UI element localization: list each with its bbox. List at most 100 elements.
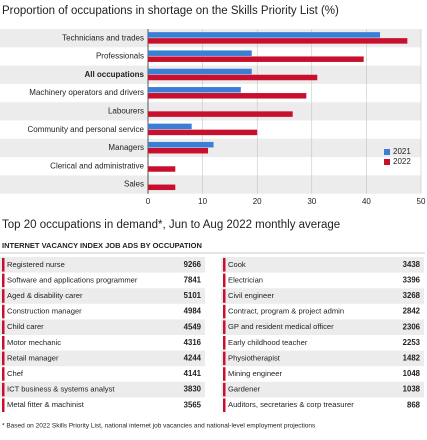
- row-marker: [223, 367, 226, 381]
- x-tick-label: 20: [253, 197, 262, 206]
- occupation: Electrician: [228, 275, 263, 284]
- occupation: Registered nurse: [7, 260, 65, 269]
- occupation: ICT business & systems analyst: [7, 385, 115, 394]
- bar: [148, 38, 408, 44]
- job-ads: 2306: [403, 322, 421, 331]
- legend-swatch: [384, 149, 390, 155]
- row-band: [0, 319, 205, 335]
- row-band: [0, 288, 205, 304]
- row-band: [221, 257, 424, 273]
- job-ads: 3830: [184, 385, 202, 394]
- legend-swatch: [384, 159, 390, 165]
- occupation: Physiotherapist: [228, 353, 281, 362]
- row-marker: [223, 351, 226, 366]
- job-ads: 4316: [184, 338, 202, 347]
- row-marker: [223, 304, 226, 319]
- row-marker: [223, 273, 226, 288]
- row-marker: [223, 289, 226, 303]
- y-tick-label: All occupations: [84, 70, 144, 79]
- occupation: Motor mechanic: [7, 338, 61, 347]
- y-tick-label: Managers: [108, 143, 144, 152]
- bar: [148, 87, 241, 93]
- row-band: [0, 350, 205, 367]
- y-tick-label: Labourers: [108, 106, 144, 115]
- job-ads: 868: [407, 400, 421, 409]
- y-tick-label: Community and personal service: [28, 125, 145, 134]
- x-tick-label: 0: [146, 197, 151, 206]
- row-marker: [2, 398, 5, 412]
- job-ads: 2842: [403, 307, 421, 316]
- row-marker: [2, 382, 5, 397]
- row-marker: [2, 336, 5, 350]
- row-marker: [223, 398, 226, 412]
- row-band: [0, 257, 205, 273]
- occupation: GP and resident medical officer: [228, 322, 334, 331]
- job-ads: 4984: [184, 307, 202, 316]
- bar: [148, 93, 307, 99]
- job-ads: 4549: [184, 322, 202, 331]
- occupation: Civil engineer: [228, 291, 274, 300]
- occupation: Aged & disability carer: [7, 291, 83, 300]
- row-marker: [223, 258, 226, 272]
- legend-label: 2022: [393, 157, 411, 166]
- occupation: Child carer: [7, 322, 44, 331]
- row-band: [221, 381, 424, 398]
- bar: [148, 147, 209, 154]
- occupation: Software and applications programmer: [7, 275, 138, 284]
- row-band: [221, 319, 424, 335]
- footnote: * Based on 2022 Skills Priority List, na…: [2, 423, 316, 430]
- bar: [148, 111, 293, 117]
- occupation: Auditors, secretaries & corp treasurer: [228, 400, 354, 409]
- job-ads: 4244: [184, 353, 202, 362]
- occupation: Mining engineer: [228, 369, 283, 378]
- row-marker: [2, 304, 5, 319]
- job-ads: 1482: [403, 353, 421, 362]
- job-ads: 3438: [403, 260, 421, 269]
- job-ads: 9266: [184, 260, 202, 269]
- row-marker: [2, 367, 5, 381]
- table-title: Top 20 occupations in demand*, Jun to Au…: [2, 219, 340, 231]
- row-marker: [2, 351, 5, 366]
- occupation: Gardener: [228, 385, 261, 394]
- occupation: Early childhood teacher: [228, 338, 308, 347]
- chart-title: Proportion of occupations in shortage on…: [2, 5, 339, 17]
- bar: [148, 32, 381, 38]
- y-tick-label: Machinery operators and drivers: [29, 88, 144, 97]
- occupation: Chef: [7, 369, 24, 378]
- job-ads: 1048: [403, 369, 421, 378]
- row-marker: [2, 289, 5, 303]
- bar: [148, 166, 176, 172]
- x-tick-label: 40: [362, 197, 371, 206]
- job-ads: 3565: [184, 400, 202, 409]
- row-marker: [223, 336, 226, 350]
- occupation: Construction manager: [7, 307, 82, 316]
- bar: [148, 74, 318, 81]
- row-marker: [2, 258, 5, 272]
- bar: [148, 129, 258, 136]
- bar: [148, 141, 214, 148]
- row-band: [0, 381, 205, 398]
- occupation: Retail manager: [7, 353, 59, 362]
- occupation: Contract, program & project admin: [228, 307, 344, 316]
- row-band: [221, 350, 424, 367]
- job-ads: 1038: [403, 385, 421, 394]
- legend-label: 2021: [393, 147, 411, 156]
- x-tick-label: 50: [417, 197, 426, 206]
- row-band: [0, 175, 421, 194]
- job-ads: 3268: [403, 291, 421, 300]
- y-tick-label: Sales: [124, 180, 144, 189]
- occupation: Metal fitter & machinist: [7, 400, 85, 409]
- row-band: [221, 288, 424, 304]
- row-marker: [2, 320, 5, 334]
- y-tick-label: Clerical and administrative: [50, 161, 144, 170]
- bar: [148, 50, 252, 56]
- row-marker: [223, 320, 226, 334]
- job-ads: 3396: [403, 275, 421, 284]
- x-tick-label: 30: [307, 197, 316, 206]
- y-tick-label: Technicians and trades: [62, 33, 144, 42]
- row-band: [0, 138, 421, 158]
- occupation: Cook: [228, 260, 246, 269]
- bar: [148, 56, 364, 62]
